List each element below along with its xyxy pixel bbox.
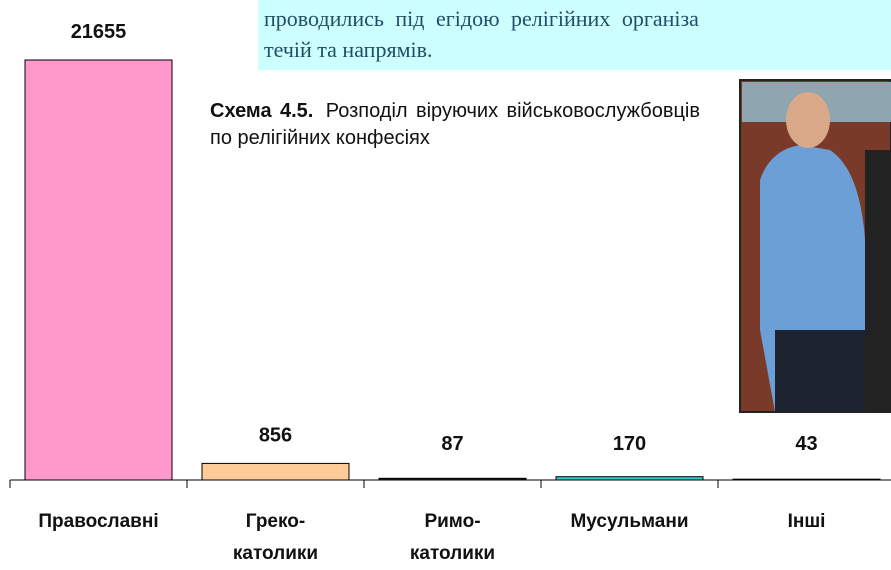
x-tick-label: Римо- католики bbox=[364, 506, 541, 570]
value-label: 856 bbox=[259, 424, 292, 446]
bar bbox=[379, 478, 526, 480]
bar bbox=[733, 479, 880, 480]
chart: 21655 856 87 170 43 bbox=[0, 0, 891, 563]
value-label: 87 bbox=[441, 433, 463, 455]
bar bbox=[202, 463, 349, 480]
bar bbox=[556, 477, 703, 480]
value-label: 43 bbox=[795, 433, 817, 455]
page: проводились під егідою релігійних органі… bbox=[0, 0, 891, 563]
value-label: 170 bbox=[613, 433, 646, 455]
x-tick-label: Інші bbox=[718, 506, 891, 538]
x-tick-label: Мусульмани bbox=[541, 506, 718, 538]
value-label: 21655 bbox=[71, 21, 127, 43]
photo bbox=[740, 80, 891, 412]
bar bbox=[25, 60, 172, 480]
x-tick-label: Греко- католики bbox=[187, 506, 364, 570]
x-tick-label: Православні bbox=[10, 506, 187, 538]
